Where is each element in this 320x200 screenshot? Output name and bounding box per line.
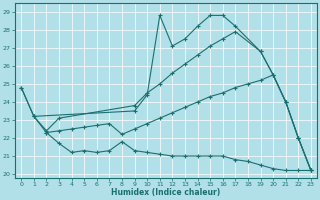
X-axis label: Humidex (Indice chaleur): Humidex (Indice chaleur) — [111, 188, 221, 197]
